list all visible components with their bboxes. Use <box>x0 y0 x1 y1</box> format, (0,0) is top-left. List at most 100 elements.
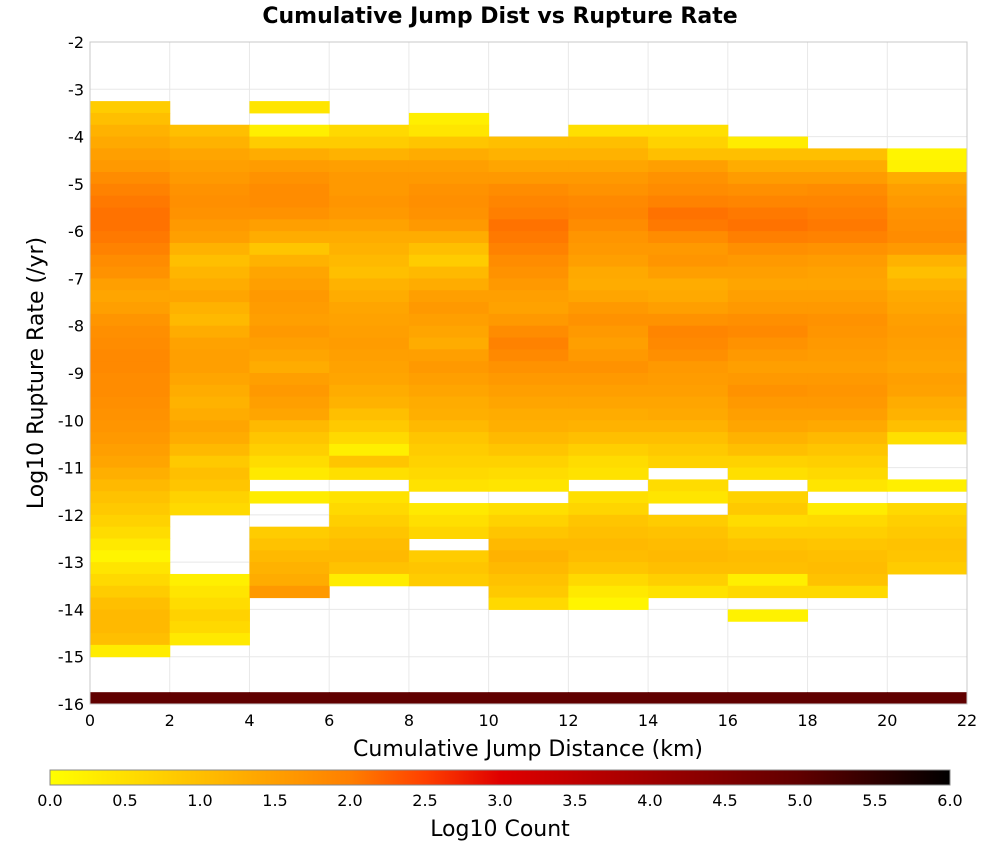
x-axis-ticks: 0 2 4 6 8 10 12 14 16 18 20 22 <box>85 711 977 730</box>
x-tick-label: 10 <box>478 711 498 730</box>
colorbar-label: Log10 Count <box>430 817 570 842</box>
x-tick-label: 8 <box>404 711 414 730</box>
heatmap-cell <box>727 231 809 244</box>
y-tick-label: -13 <box>58 553 84 572</box>
heatmap-cell <box>249 302 330 315</box>
heatmap-cell <box>169 432 250 445</box>
heatmap-cell <box>568 491 649 504</box>
y-tick-label: -4 <box>68 128 84 147</box>
heatmap-cell <box>169 621 250 634</box>
heatmap-cell <box>887 503 968 516</box>
heatmap-cell <box>408 325 490 339</box>
heatmap-cell <box>249 313 330 327</box>
heatmap-cell <box>568 514 649 528</box>
heatmap-cell <box>887 195 968 208</box>
heatmap-cell <box>408 266 490 279</box>
heatmap-cell <box>727 337 809 350</box>
heatmap-cell <box>249 207 330 220</box>
heatmap-cell <box>90 313 171 327</box>
heatmap-cell <box>488 231 569 244</box>
heatmap-cell <box>169 266 250 279</box>
heatmap-cell <box>568 148 649 161</box>
heatmap-cell <box>169 443 250 457</box>
heatmap-cell <box>887 479 968 492</box>
heatmap-cell-bottom <box>488 692 569 704</box>
heatmap-cell <box>329 160 410 173</box>
heatmap-cell <box>807 266 888 279</box>
heatmap-cell <box>568 160 649 173</box>
heatmap-cell-bottom <box>807 692 888 704</box>
heatmap-cell <box>90 443 171 457</box>
colorbar-tick-label: 4.5 <box>712 791 737 810</box>
heatmap-cell <box>807 420 888 433</box>
heatmap-cell <box>887 562 968 575</box>
heatmap-cell <box>169 384 250 398</box>
heatmap-cell <box>329 207 410 220</box>
y-axis-label: Log10 Rupture Rate (/yr) <box>24 237 49 509</box>
heatmap-cell <box>90 172 171 185</box>
heatmap-cell <box>807 538 888 551</box>
heatmap-cell <box>648 562 729 575</box>
heatmap-cell <box>568 503 649 516</box>
heatmap-cell <box>887 384 968 398</box>
heatmap-cell <box>329 526 410 539</box>
heatmap-cell <box>329 514 410 528</box>
heatmap-cell <box>488 195 569 208</box>
heatmap-cell <box>727 503 809 516</box>
heatmap-cell <box>648 278 729 291</box>
heatmap-cell <box>169 573 250 587</box>
heatmap-cell <box>727 325 809 339</box>
heatmap-cell <box>568 396 649 409</box>
heatmap-cell <box>727 384 809 398</box>
heatmap-cell <box>169 420 250 433</box>
heatmap-cell <box>648 266 729 279</box>
heatmap-cell <box>568 562 649 575</box>
heatmap-cell <box>169 148 250 161</box>
heatmap-cell <box>169 160 250 173</box>
heatmap-cell <box>169 278 250 291</box>
chart-title: Cumulative Jump Dist vs Rupture Rate <box>262 4 737 29</box>
heatmap-cell <box>249 455 330 469</box>
colorbar-tick-label: 1.5 <box>262 791 287 810</box>
heatmap-cell <box>727 183 809 197</box>
heatmap-cell <box>408 160 490 173</box>
heatmap-cell <box>488 349 569 362</box>
heatmap-cell <box>90 609 171 622</box>
heatmap-cell <box>408 136 490 149</box>
heatmap-cell <box>249 148 330 161</box>
heatmap-cell <box>408 195 490 208</box>
heatmap-cell <box>887 325 968 339</box>
heatmap-cell <box>249 219 330 232</box>
heatmap-cell <box>169 313 250 327</box>
heatmap-cell <box>807 408 888 421</box>
heatmap-cell-bottom <box>648 692 729 704</box>
heatmap-cell <box>727 396 809 409</box>
heatmap-cell <box>727 302 809 315</box>
heatmap-cell <box>807 432 888 445</box>
heatmap-cell <box>807 148 888 161</box>
heatmap-cell <box>488 242 569 256</box>
heatmap-cell <box>807 573 888 587</box>
heatmap-cell <box>408 172 490 185</box>
heatmap-cell <box>408 455 490 469</box>
heatmap-cell <box>568 585 649 599</box>
heatmap-cell <box>807 302 888 315</box>
heatmap-cell <box>408 562 490 575</box>
heatmap-cell <box>90 242 171 256</box>
heatmap-cell <box>568 313 649 327</box>
heatmap-cell <box>90 373 171 386</box>
y-tick-label: -2 <box>68 33 84 52</box>
heatmap-cell <box>568 254 649 268</box>
heatmap-cell <box>727 609 809 622</box>
heatmap-cell <box>648 396 729 409</box>
heatmap-cell <box>90 325 171 339</box>
heatmap-cell <box>727 562 809 575</box>
heatmap-cell <box>90 302 171 315</box>
heatmap-cell <box>648 148 729 161</box>
x-tick-label: 14 <box>638 711 658 730</box>
heatmap-cell <box>169 242 250 256</box>
heatmap-cell <box>807 455 888 469</box>
heatmap-cell <box>727 573 809 587</box>
heatmap-cell <box>887 242 968 256</box>
heatmap-cell <box>887 254 968 268</box>
